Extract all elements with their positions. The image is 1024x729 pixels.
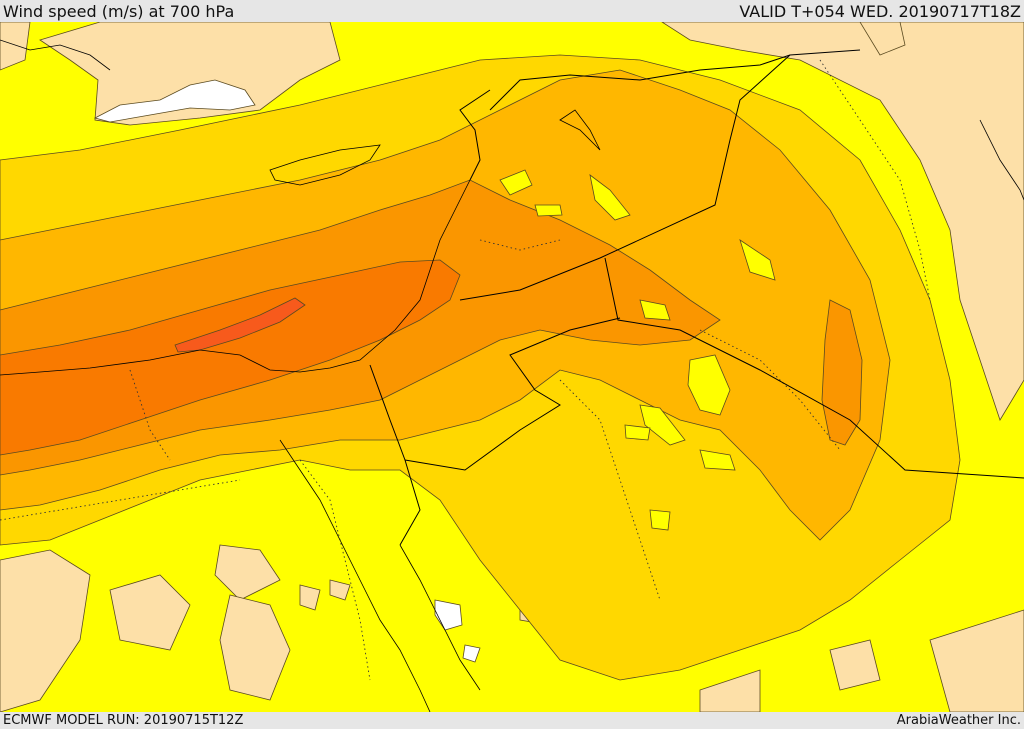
national-borders [369,49,1024,546]
credit: ArabiaWeather Inc. [896,713,1021,728]
map-header: Wind speed (m/s) at 700 hPa VALID T+054 … [0,0,1024,22]
coastlines [0,39,1024,712]
map-title: Wind speed (m/s) at 700 hPa [3,1,235,21]
field-orange-east [821,299,863,446]
wind-speed-map[interactable] [0,22,1024,712]
internal-boundaries [0,59,931,681]
field-jet-core [174,297,306,353]
calm-areas [93,79,481,663]
embedded-yellow-cells [499,169,776,531]
model-run: ECMWF MODEL RUN: 20190715T12Z [3,713,244,728]
valid-time: VALID T+054 WED. 20190717T18Z [739,1,1021,21]
field-deep-orange [0,259,461,456]
map-footer: ECMWF MODEL RUN: 20190715T12Z ArabiaWeat… [0,712,1024,729]
low-wind-areas [0,22,1024,712]
